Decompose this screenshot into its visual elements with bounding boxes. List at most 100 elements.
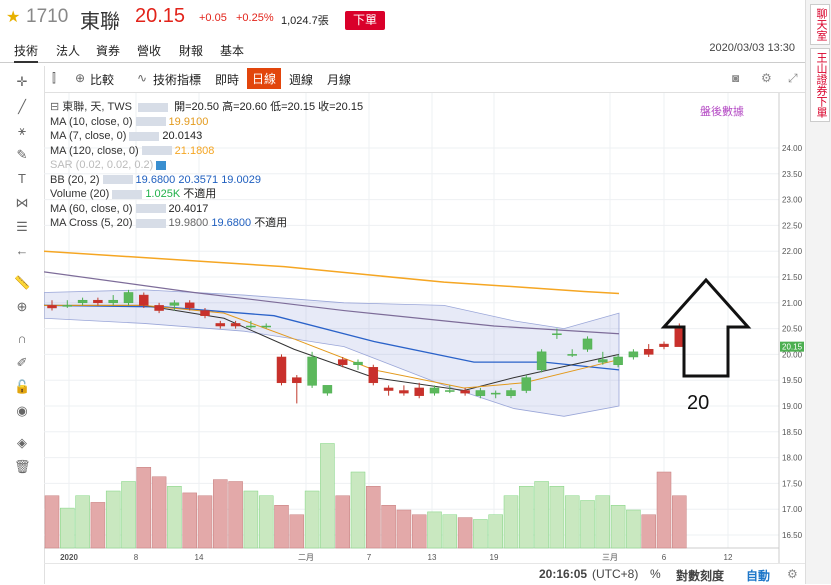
time-tick-label: 二月 [298, 553, 314, 562]
volume-bar [457, 517, 473, 549]
legend-toggle[interactable] [112, 189, 143, 199]
legend-toggle[interactable] [129, 131, 160, 141]
legend-toggle[interactable] [138, 102, 169, 112]
volume-bar [519, 486, 534, 549]
tab-margin[interactable]: 資券 [96, 44, 121, 58]
legend-row: MA (7, close, 0) 20.0143 [50, 129, 363, 144]
price-tick-label: 22.00 [782, 247, 803, 256]
crosshair-icon[interactable]: ✛ [16, 74, 28, 89]
legend-indicator-name: MA Cross (5, 20) [50, 217, 133, 229]
auto-scale-button[interactable]: 自動 [746, 569, 771, 583]
monthly-button[interactable]: 月線 [327, 73, 352, 87]
candle-body [674, 328, 685, 347]
price-tick-label: 24.00 [782, 144, 803, 153]
fib-tool-icon[interactable]: ⚹ [18, 123, 26, 138]
legend-high: 高=20.60 [222, 101, 268, 113]
trade-volume: 1,024.7張 [281, 15, 329, 27]
price-tick-label: 23.00 [782, 196, 803, 205]
legend-toggle[interactable] [141, 146, 172, 156]
realtime-button[interactable]: 即時 [215, 73, 240, 87]
eye-icon[interactable]: ◉ [16, 403, 28, 418]
magnet-icon[interactable]: ∩ [17, 331, 27, 346]
volume-bar [320, 443, 335, 549]
volume-bar [564, 495, 580, 549]
chart-bottom-bar: 20:16:05 (UTC+8) % 對數刻度 自動 ⚙ [44, 563, 805, 585]
tab-financials[interactable]: 財報 [179, 44, 204, 58]
tab-basic[interactable]: 基本 [220, 44, 245, 58]
percent-scale-button[interactable]: % [650, 567, 661, 581]
volume-bar [549, 486, 565, 549]
daily-button[interactable]: 日線 [247, 68, 282, 89]
volume-bar [641, 514, 656, 549]
fullscreen-icon[interactable]: ⤢ [788, 71, 798, 85]
candle-body [643, 348, 654, 355]
favorite-star-icon[interactable]: ★ [6, 9, 21, 26]
legend-row: MA (60, close, 0) 20.4017 [50, 202, 363, 217]
trash-icon[interactable]: 🗑 [14, 459, 31, 474]
brush-icon[interactable]: ✎ [16, 147, 28, 162]
bollinger-band [44, 289, 620, 417]
volume-bar [228, 481, 243, 549]
last-price-marker [780, 341, 804, 352]
volume-bar [656, 471, 672, 549]
legend-toggle[interactable] [102, 175, 133, 185]
legend-toggle[interactable] [156, 160, 167, 170]
after-hours-label: 盤後數據 [700, 106, 744, 118]
legend-indicator-name: MA (7, close, 0) [50, 130, 127, 142]
candle-body [552, 333, 562, 336]
lock-drawing-icon[interactable]: ✐ [16, 355, 28, 370]
layers-icon[interactable]: ◈ [17, 435, 27, 450]
candle-body [445, 390, 455, 392]
candle-body [93, 299, 103, 304]
chart-legend: ⊟ 東聯, 天, TWS 開=20.50 高=20.60 低=20.15 收=2… [50, 100, 363, 231]
candle-body [292, 377, 302, 384]
trend-line-icon[interactable]: ╱ [18, 99, 26, 114]
log-scale-button[interactable]: 對數刻度 [676, 569, 725, 583]
candle-body [353, 361, 363, 365]
volume-bar [350, 471, 366, 549]
ruler-icon[interactable]: 📏 [14, 275, 31, 290]
prediction-tool-icon[interactable]: ☰ [16, 219, 28, 234]
text-tool-icon[interactable]: T [18, 171, 26, 186]
candle-body [276, 356, 287, 384]
order-button[interactable]: 下單 [345, 11, 385, 30]
legend-toggle[interactable] [135, 218, 166, 228]
settings-gear-icon[interactable]: ⚙ [761, 71, 772, 85]
legend-value: 19.6800 [135, 173, 179, 186]
volume-bar [488, 514, 503, 549]
back-arrow-icon[interactable]: ← [15, 243, 29, 258]
time-tick-label: 8 [134, 553, 139, 562]
zoom-in-icon[interactable]: ⊕ [16, 299, 28, 314]
weekly-button[interactable]: 週線 [289, 73, 314, 87]
tab-institutional[interactable]: 法人 [56, 44, 81, 58]
price-tick-label: 20.50 [782, 325, 803, 334]
tab-technical[interactable]: 技術 [14, 42, 39, 63]
legend-value: 20.4017 [168, 202, 209, 215]
collapse-icon[interactable]: ⊟ [50, 101, 60, 113]
volume-bar [473, 519, 488, 549]
time-tick-label: 12 [724, 553, 733, 562]
price-tick-label: 22.50 [782, 221, 803, 230]
candle-body [215, 323, 226, 327]
volume-bar [197, 495, 213, 549]
unlock-icon[interactable]: 🔓 [14, 379, 31, 394]
chat-room-button[interactable]: 聊天室 [810, 4, 830, 45]
bar-type-icon[interactable]: ⫿ [52, 71, 56, 85]
broker-order-button[interactable]: 王山證券下單 [810, 48, 830, 122]
price-chart[interactable]: 24.00 23.50 23.00 22.50 22.00 21.50 21.00 20.50… [44, 93, 805, 584]
chart-svg[interactable]: 24.00 23.50 23.00 22.50 22.00 21.50 21.00 20.50… [44, 93, 805, 563]
time-tick-label: 19 [490, 553, 499, 562]
camera-icon[interactable]: ◙ [732, 71, 740, 85]
legend-toggle[interactable] [135, 204, 166, 214]
price-tick-label: 23.50 [782, 170, 803, 179]
pattern-tool-icon[interactable]: ⋈ [15, 195, 29, 210]
volume-bar [427, 511, 442, 549]
compare-button[interactable]: 比較 [90, 73, 115, 87]
indicators-button[interactable]: 技術指標 [153, 73, 202, 87]
legend-row: MA (10, close, 0) 19.9100 [50, 115, 363, 130]
chart-settings-icon[interactable]: ⚙ [787, 567, 798, 581]
legend-toggle[interactable] [135, 117, 166, 127]
legend-main-name: 東聯, 天, TWS [62, 101, 132, 113]
legend-indicator-name: SAR (0.02, 0.02, 0.2) [50, 159, 154, 171]
tab-revenue[interactable]: 營收 [137, 44, 162, 58]
